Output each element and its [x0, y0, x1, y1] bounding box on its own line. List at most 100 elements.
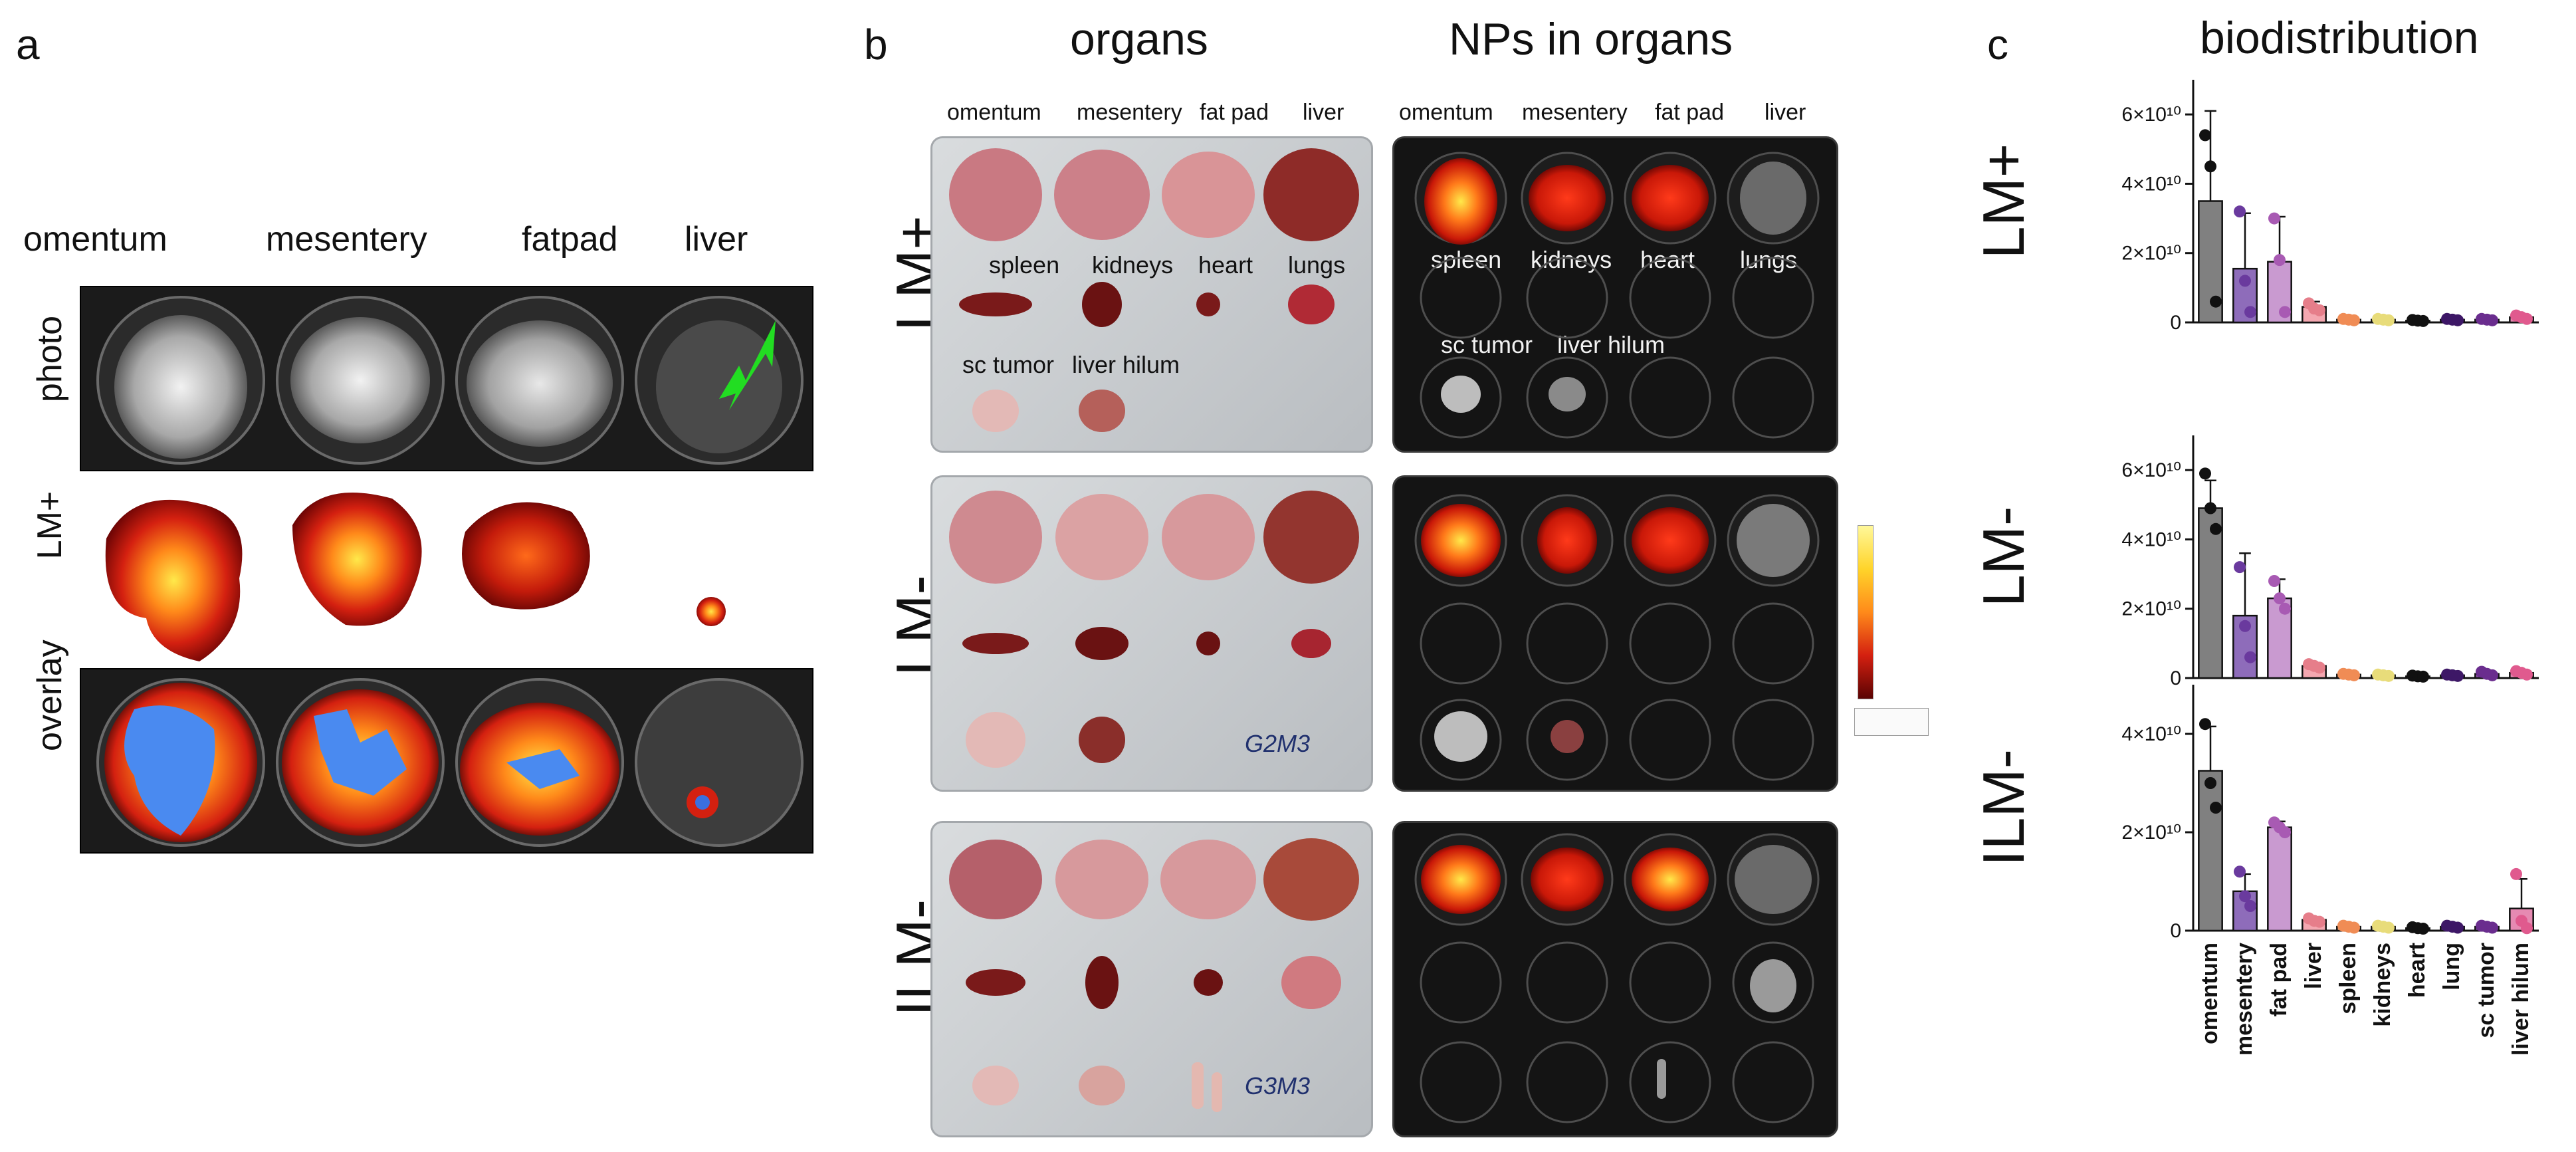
- y-tick-label: 0: [2170, 312, 2181, 334]
- chart-row-label: LM+: [1971, 144, 2036, 259]
- well-label-heart: heart: [1198, 251, 1253, 279]
- x-category-label: kidneys: [2370, 943, 2395, 1027]
- color-scale-legend-box: [1854, 708, 1929, 736]
- data-point: [2348, 921, 2360, 934]
- panel-a-photo-image: [96, 296, 804, 465]
- data-point: [2234, 561, 2246, 574]
- tray-photo-ilm-minus-organs: [949, 838, 1359, 1112]
- data-point: [2204, 502, 2216, 515]
- panel-b-col-fatpad-np: fat pad: [1655, 100, 1724, 125]
- y-tick-label: 4×10¹⁰: [2121, 528, 2181, 550]
- x-category-label: liver: [2301, 943, 2326, 989]
- data-point: [2348, 669, 2360, 681]
- well-label-spleen: spleen: [989, 251, 1060, 279]
- tray-ivis-lm-plus-signal: [1414, 152, 1820, 439]
- panel-a-col-liver: liver: [685, 220, 748, 259]
- data-point: [2417, 670, 2429, 683]
- data-point: [2234, 205, 2246, 218]
- biodistribution-chart: LM+ 0 2×10¹⁰ 4×10¹⁰ 6×10¹⁰ LM- 0 2×10¹⁰ 4×10¹⁰ 6×…: [1971, 80, 2539, 1056]
- panel-a-row-lm-plus: LM+: [31, 491, 69, 560]
- chart-row-label: LM-: [1971, 507, 2036, 608]
- panel-a-overlay-strip: [80, 668, 813, 854]
- data-point: [2279, 306, 2291, 318]
- panel-b-col-liver-np: liver: [1765, 100, 1806, 125]
- panel-a-col-mesentery: mesentery: [266, 220, 427, 259]
- data-point: [2510, 867, 2522, 880]
- x-category-label: heart: [2405, 943, 2430, 998]
- plate-mark-g2m3: G2M3: [1245, 730, 1311, 757]
- data-point: [2199, 718, 2211, 731]
- data-point: [2452, 314, 2464, 326]
- data-point: [2199, 467, 2211, 480]
- panel-b-col-mesentery-np: mesentery: [1522, 100, 1628, 125]
- data-point: [2452, 669, 2464, 682]
- panel-b-col-fatpad: fat pad: [1200, 100, 1269, 125]
- data-point: [2383, 921, 2395, 934]
- panel-b-heading-organs: organs: [1070, 14, 1208, 64]
- tray-ivis-ilm-minus: [1392, 821, 1838, 1137]
- panel-a-photo-strip: [80, 286, 813, 471]
- tray-ivis-lm-plus: spleen kidneys heart lungs sc tumor live…: [1392, 136, 1838, 453]
- panel-b-col-liver: liver: [1303, 100, 1344, 125]
- data-point: [2239, 620, 2251, 632]
- color-scale-bar: [1858, 525, 1874, 699]
- panel-a-col-fatpad: fatpad: [522, 220, 618, 259]
- well-label-lungs: lungs: [1288, 251, 1346, 279]
- y-tick-label: 4×10¹⁰: [2121, 723, 2181, 745]
- data-point: [2199, 129, 2211, 142]
- data-point: [2417, 314, 2429, 327]
- tray-photo-ilm-minus: G3M3: [930, 821, 1373, 1137]
- ivis-label-liver-hilum: liver hilum: [1557, 331, 1665, 358]
- y-tick-label: 0: [2170, 667, 2181, 689]
- data-point: [2268, 212, 2280, 225]
- data-point: [2486, 314, 2498, 326]
- ivis-label-spleen: spleen: [1431, 246, 1502, 273]
- tray-photo-lm-minus: G2M3: [930, 475, 1373, 792]
- well-label-kidneys: kidneys: [1092, 251, 1174, 279]
- panel-b-col-omentum-np: omentum: [1399, 100, 1493, 125]
- data-point: [2210, 802, 2222, 814]
- tray-photo-lm-minus-organs: [949, 491, 1359, 768]
- data-point: [2521, 668, 2533, 681]
- panel-b-col-omentum: omentum: [947, 100, 1041, 125]
- x-category-label: spleen: [2335, 943, 2361, 1014]
- data-point: [2486, 669, 2498, 681]
- well-label-sc-tumor: sc tumor: [962, 351, 1055, 378]
- panel-b-letter: b: [864, 21, 888, 68]
- well-label-liver-hilum: liver hilum: [1072, 351, 1180, 378]
- panel-a-row-overlay: overlay: [31, 639, 69, 751]
- data-point: [2417, 923, 2429, 935]
- x-category-label: sc tumor: [2474, 943, 2499, 1038]
- tray-photo-lm-plus-organs: [949, 148, 1359, 432]
- data-point: [2279, 602, 2291, 615]
- data-point: [2383, 314, 2395, 326]
- y-tick-label: 2×10¹⁰: [2121, 822, 2181, 844]
- panel-b-col-mesentery: mesentery: [1077, 100, 1182, 125]
- tray-ivis-lm-minus-signal: [1414, 494, 1820, 781]
- ivis-label-heart: heart: [1640, 246, 1695, 273]
- x-category-label: fat pad: [2266, 943, 2292, 1016]
- data-point: [2383, 669, 2395, 682]
- tray-ivis-ilm-minus-signal: [1414, 833, 1820, 1123]
- data-point: [2486, 921, 2498, 934]
- y-tick-label: 2×10¹⁰: [2121, 243, 2181, 265]
- y-tick-label: 2×10¹⁰: [2121, 598, 2181, 620]
- arrow-icon: [719, 320, 776, 410]
- tray-photo-lm-plus: spleen kidneys heart lungs sc tumor live…: [930, 136, 1373, 453]
- data-point: [2244, 651, 2256, 663]
- y-tick-label: 0: [2170, 920, 2181, 942]
- x-category-label: omentum: [2197, 943, 2222, 1044]
- panel-c-title: biodistribution: [2200, 13, 2479, 63]
- data-point: [2313, 304, 2325, 316]
- data-point: [2210, 295, 2222, 308]
- panel-a-row-photo: photo: [31, 315, 69, 403]
- panel-a-lm-plus-heatmap: [105, 493, 726, 661]
- bar: [2267, 826, 2292, 932]
- data-point: [2313, 915, 2325, 928]
- y-tick-label: 6×10¹⁰: [2121, 459, 2181, 481]
- data-point: [2348, 314, 2360, 326]
- data-point: [2239, 890, 2251, 903]
- data-point: [2452, 921, 2464, 934]
- x-category-label: mesentery: [2232, 943, 2257, 1056]
- panel-a-overlay-image: [96, 678, 804, 847]
